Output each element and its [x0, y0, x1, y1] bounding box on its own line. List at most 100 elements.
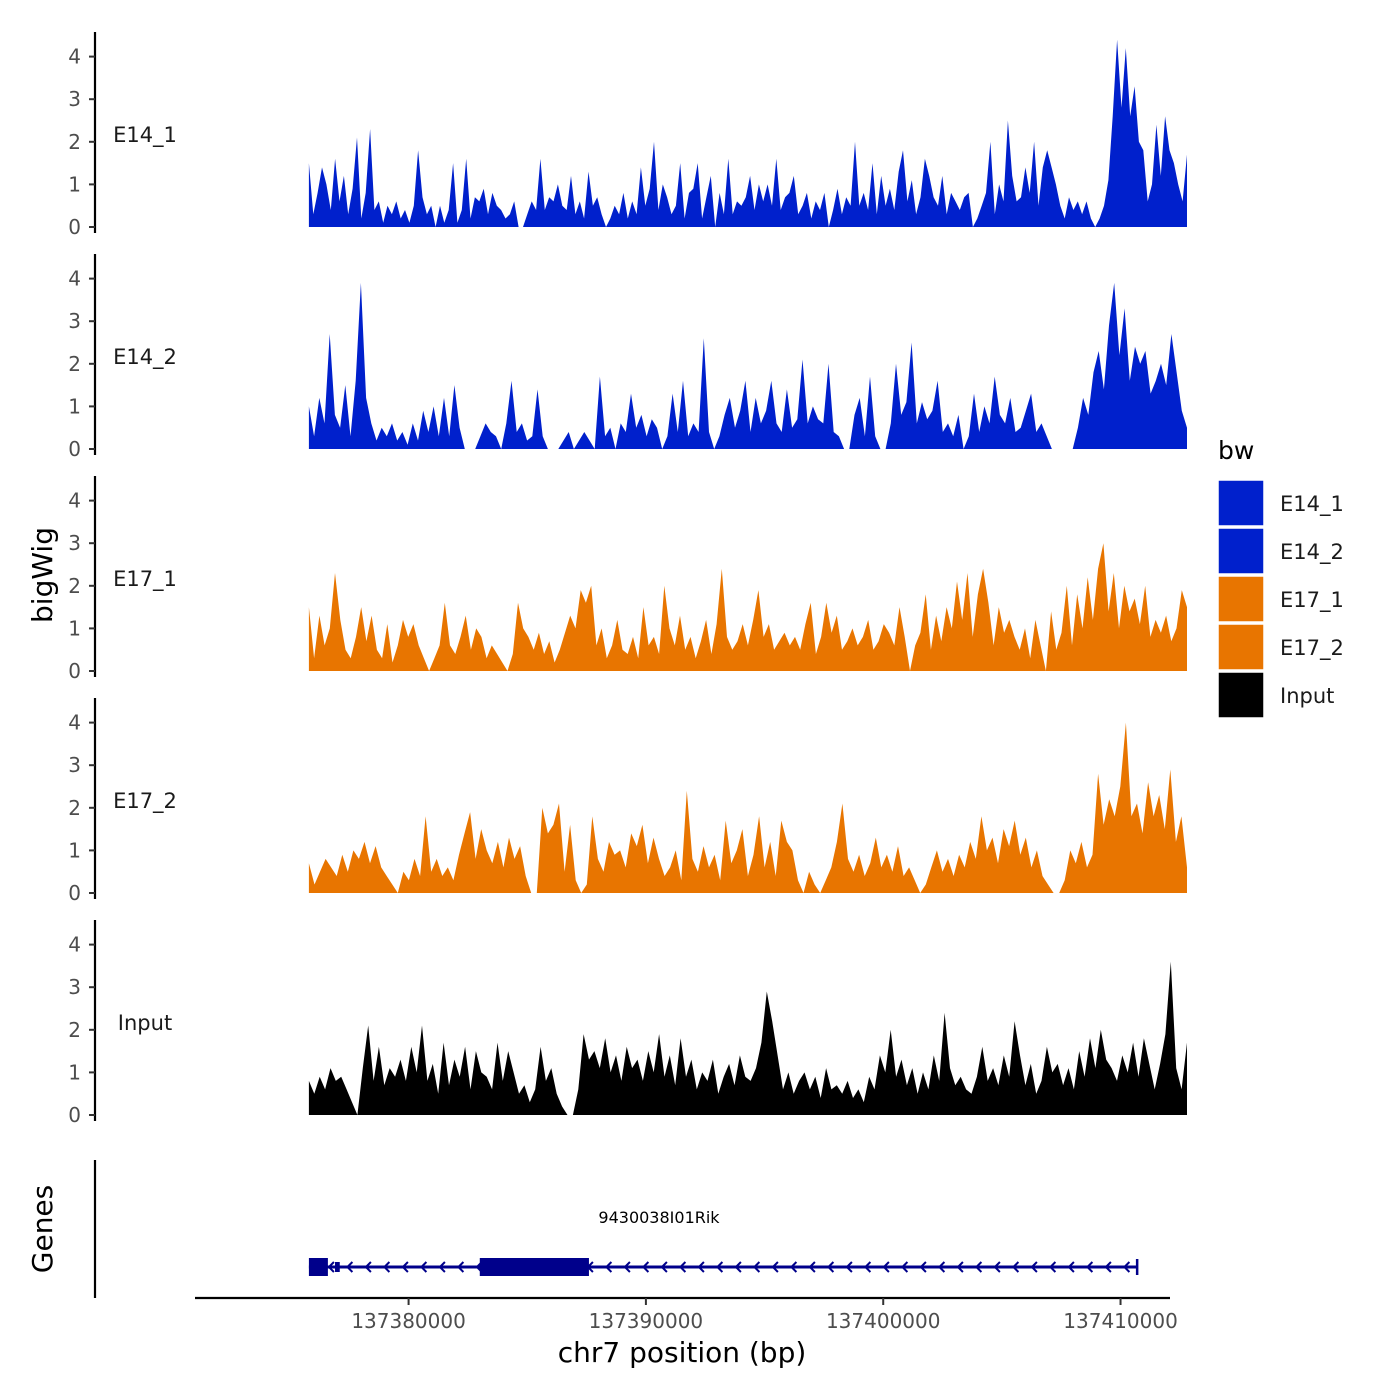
y-tick-label: 0	[68, 215, 81, 239]
legend-swatch	[1217, 575, 1265, 623]
strand-arrow	[1067, 1261, 1075, 1273]
strand-arrow	[641, 1261, 650, 1273]
legend-label: E14_2	[1280, 540, 1344, 565]
strand-arrow	[327, 1261, 335, 1273]
signal-area-e17-2	[308, 722, 1187, 893]
strand-arrow	[1104, 1261, 1112, 1273]
legend: bw E14_1 E14_2 E17_1 E17_2 Input	[1217, 436, 1344, 719]
strand-arrow	[364, 1261, 372, 1273]
strand-arrow	[826, 1261, 835, 1273]
strand-arrow	[1048, 1261, 1057, 1273]
strand-arrow	[900, 1261, 909, 1273]
strand-arrow	[419, 1261, 428, 1273]
x-tick-label: 137410000	[1063, 1309, 1178, 1333]
y-tick-label: 2	[68, 574, 81, 598]
strand-arrow	[1122, 1261, 1131, 1273]
strand-arrow	[974, 1261, 983, 1273]
y-tick-label: 4	[68, 45, 81, 69]
signal-area-e14-1	[308, 39, 1187, 227]
y-tick-label: 4	[68, 267, 81, 291]
y-tick-label: 2	[68, 796, 81, 820]
strand-arrow	[1085, 1261, 1094, 1273]
track-e14-2: 0 1 2 3 4 E14_2	[68, 254, 1187, 461]
y-tick-label: 1	[68, 616, 81, 640]
legend-swatch	[1217, 671, 1265, 719]
strand-arrow	[456, 1261, 465, 1273]
legend-entry: E17_1	[1217, 575, 1344, 623]
signal-tracks: 0 1 2 3 4 E14_1 0 1 2 3 4 E14_2 0 1 2 3 4 E17_1 0 1 2 3 4 E17_2…	[68, 32, 1187, 1127]
strand-arrow	[401, 1261, 409, 1273]
gene-exon	[308, 1258, 328, 1276]
strand-arrow	[1030, 1261, 1038, 1273]
legend-label: E17_1	[1280, 588, 1344, 613]
gene-model: 9430038I01Rik	[308, 1208, 1139, 1276]
x-axis: 137380000 137390000 137400000 137410000	[195, 1296, 1178, 1333]
y-tick-label: 2	[68, 1018, 81, 1042]
legend-label: E14_1	[1280, 492, 1344, 517]
strand-arrow	[734, 1261, 742, 1273]
track-e17-1: 0 1 2 3 4 E17_1	[68, 476, 1187, 683]
strand-arrow	[697, 1261, 705, 1273]
y-tick-label: 4	[68, 933, 81, 957]
y-tick-label: 0	[68, 1103, 81, 1127]
y-tick-label: 0	[68, 437, 81, 461]
strand-arrow	[937, 1261, 946, 1273]
strand-arrow	[438, 1261, 446, 1273]
track-label: E14_2	[113, 345, 177, 370]
strand-arrow	[919, 1261, 927, 1273]
legend-entry: E17_2	[1217, 623, 1344, 671]
strand-arrow	[660, 1261, 668, 1273]
strand-arrow	[1011, 1261, 1020, 1273]
y-tick-label: 1	[68, 172, 81, 196]
y-tick-label: 1	[68, 394, 81, 418]
strand-arrow	[604, 1261, 613, 1273]
strand-arrow	[882, 1261, 890, 1273]
strand-arrow	[845, 1261, 853, 1273]
legend-label: Input	[1280, 684, 1334, 708]
track-label: Input	[118, 1011, 172, 1035]
strand-arrow	[382, 1261, 391, 1273]
genes-panel-title: Genes	[26, 1185, 59, 1273]
strand-arrow	[771, 1261, 779, 1273]
legend-swatch	[1217, 527, 1265, 575]
track-e14-1: 0 1 2 3 4 E14_1	[68, 32, 1187, 239]
y-tick-label: 1	[68, 1060, 81, 1084]
legend-label: E17_2	[1280, 636, 1344, 661]
y-axis-title: bigWig	[26, 527, 59, 623]
track-input: 0 1 2 3 4 Input	[68, 920, 1187, 1127]
track-label: E17_1	[113, 567, 177, 592]
y-tick-label: 4	[68, 711, 81, 735]
signal-area-e17-1	[308, 543, 1187, 671]
y-tick-label: 3	[68, 753, 81, 777]
strand-arrow	[789, 1261, 798, 1273]
y-tick-label: 0	[68, 881, 81, 905]
strand-arrow	[715, 1261, 724, 1273]
x-tick-label: 137380000	[351, 1309, 466, 1333]
strand-arrow	[752, 1261, 761, 1273]
strand-arrow	[623, 1261, 631, 1273]
y-tick-label: 3	[68, 309, 81, 333]
legend-swatch	[1217, 623, 1265, 671]
x-tick-label: 137390000	[589, 1309, 704, 1333]
gene-panel: 9430038I01Rik	[93, 1160, 1139, 1298]
y-tick-label: 2	[68, 130, 81, 154]
y-tick-label: 2	[68, 352, 81, 376]
y-tick-label: 1	[68, 838, 81, 862]
legend-entry: Input	[1217, 671, 1334, 719]
strand-arrow	[808, 1261, 816, 1273]
strand-arrow	[863, 1261, 872, 1273]
legend-title: bw	[1218, 436, 1254, 465]
legend-entry: E14_2	[1217, 527, 1344, 575]
y-tick-label: 4	[68, 489, 81, 513]
x-axis-title: chr7 position (bp)	[558, 1336, 807, 1369]
gene-name-label: 9430038I01Rik	[598, 1208, 720, 1227]
legend-entry: E14_1	[1217, 479, 1344, 527]
strand-arrow	[345, 1261, 354, 1273]
signal-area-e14-2	[308, 282, 1187, 449]
track-e17-2: 0 1 2 3 4 E17_2	[68, 698, 1187, 905]
y-tick-label: 0	[68, 659, 81, 683]
y-tick-label: 3	[68, 975, 81, 999]
track-label: E14_1	[113, 123, 177, 148]
strand-arrow	[993, 1261, 1001, 1273]
